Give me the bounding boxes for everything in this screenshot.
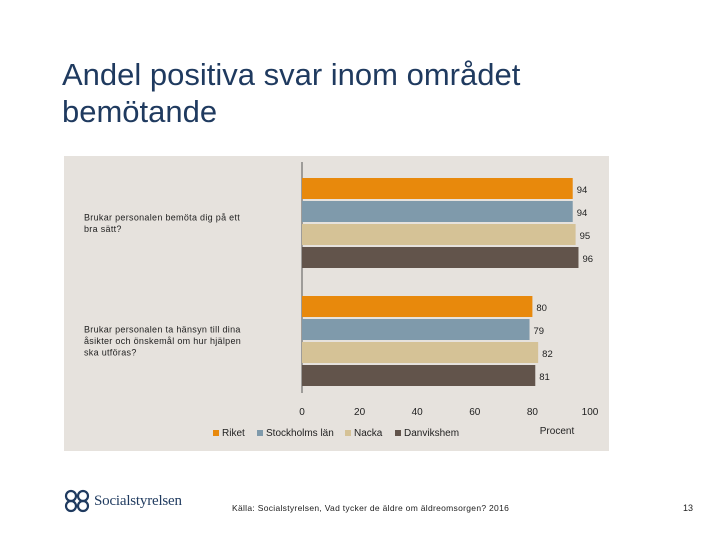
- x-tick-label-80: 80: [527, 407, 539, 418]
- bar-riket-q1: [302, 178, 573, 199]
- bar-danvikshem-q1: [302, 247, 579, 268]
- legend-swatch-riket: [213, 430, 219, 436]
- data-label-nacka-q1: 95: [580, 231, 591, 242]
- socialstyrelsen-logo: Socialstyrelsen: [64, 487, 182, 515]
- legend-swatch-nacka: [345, 430, 351, 436]
- bar-riket-q2: [302, 296, 533, 317]
- legend-label-riket: Riket: [222, 428, 245, 439]
- data-label-stockholms-län-q2: 79: [534, 326, 545, 337]
- legend-swatch-danvikshem: [395, 430, 401, 436]
- x-axis-label: Procent: [540, 426, 575, 437]
- logo-text: Socialstyrelsen: [94, 492, 182, 509]
- x-tick-label-0: 0: [299, 407, 305, 418]
- slide-title: Andel positiva svar inom området bemötan…: [62, 57, 521, 129]
- bar-danvikshem-q2: [302, 365, 536, 386]
- category-label-2: Brukar personalen ta hänsyn till dina åsi…: [84, 325, 241, 358]
- legend-label-danvikshem: Danvikshem: [404, 428, 459, 439]
- source-note: Källa: Socialstyrelsen, Vad tycker de äl…: [232, 503, 510, 513]
- data-label-riket-q2: 80: [536, 303, 547, 314]
- x-tick-label-20: 20: [354, 407, 366, 418]
- x-tick-label-60: 60: [469, 407, 481, 418]
- chart-panel: Brukar personalen bemöta dig på ett bra s…: [64, 156, 609, 451]
- bar-nacka-q1: [302, 224, 576, 245]
- category-label-1: Brukar personalen bemöta dig på ett bra s…: [84, 212, 240, 234]
- data-label-danvikshem-q2: 81: [539, 372, 550, 383]
- x-tick-label-40: 40: [412, 407, 424, 418]
- page-number: 13: [682, 503, 693, 513]
- x-tick-label-100: 100: [582, 407, 599, 418]
- bar-nacka-q2: [302, 342, 539, 363]
- legend-swatch-stockholms-län: [257, 430, 263, 436]
- bar-stockholms-län-q1: [302, 201, 573, 222]
- logo-emblem-icon: [64, 489, 90, 513]
- legend-label-stockholms-län: Stockholms län: [266, 428, 334, 439]
- data-label-stockholms-län-q1: 94: [577, 208, 588, 219]
- legend-label-nacka: Nacka: [354, 428, 383, 439]
- data-label-riket-q1: 94: [577, 185, 588, 196]
- bar-chart: Brukar personalen bemöta dig på ett bra s…: [84, 162, 599, 439]
- data-label-nacka-q2: 82: [542, 349, 553, 360]
- bar-stockholms-län-q2: [302, 319, 530, 340]
- data-label-danvikshem-q1: 96: [582, 254, 593, 265]
